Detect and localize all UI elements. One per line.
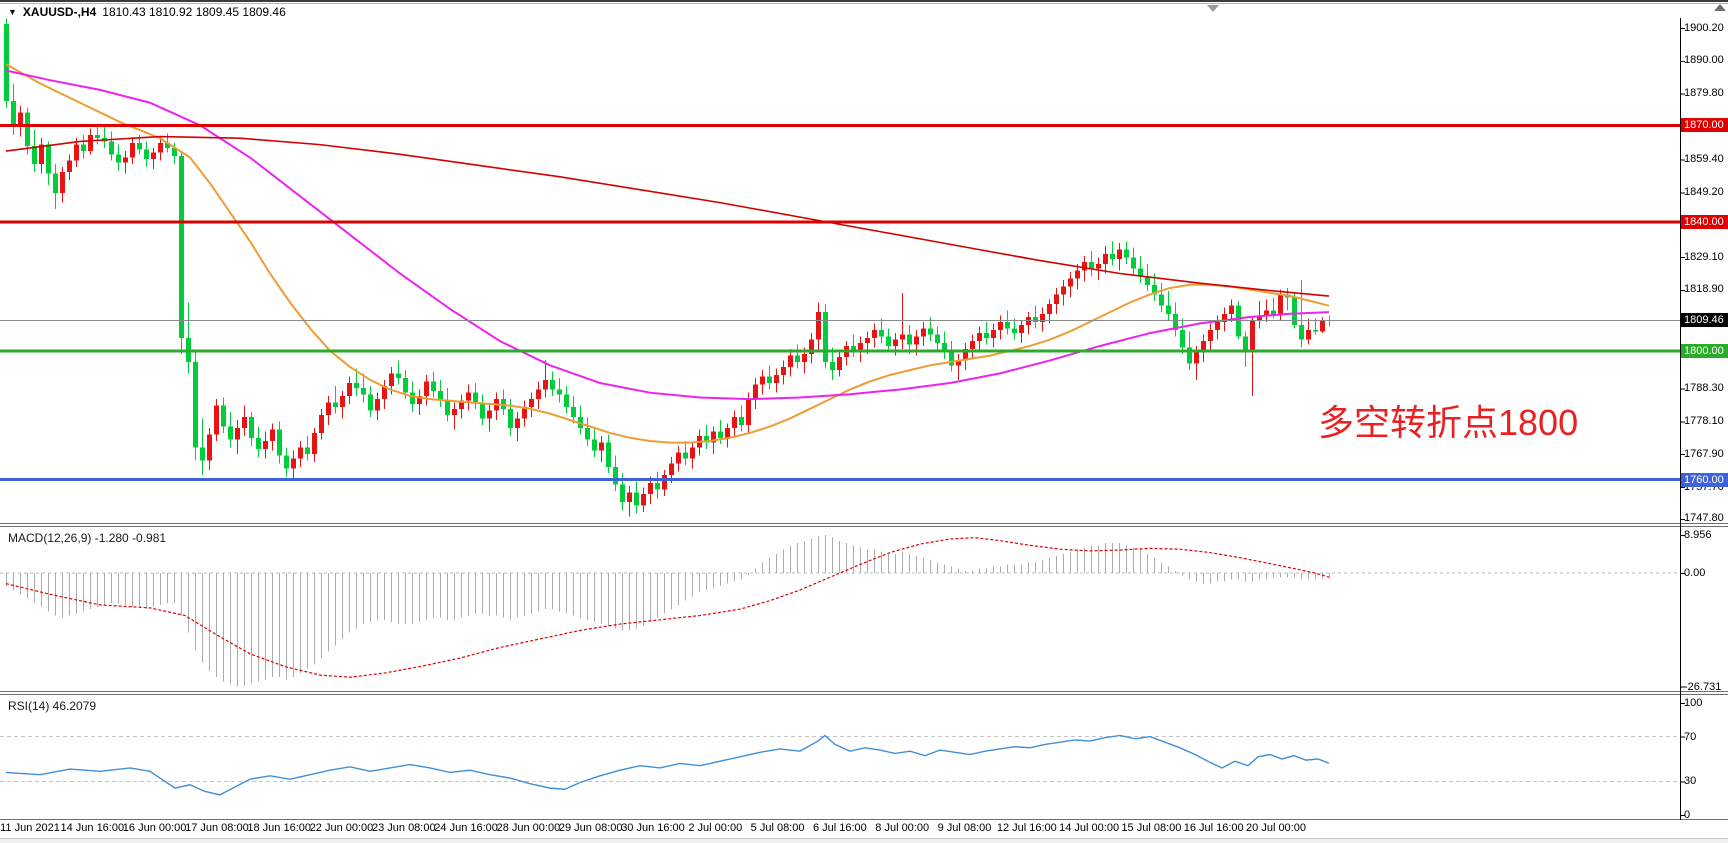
- date-tick-label: 23 Jun 08:00: [371, 822, 436, 834]
- date-tick-label: 6 Jul 16:00: [812, 822, 867, 834]
- date-tick-label: 11 Jun 2021: [0, 822, 60, 834]
- date-tick-label: 29 Jun 08:00: [558, 822, 623, 834]
- ma-slow-line: [5, 69, 1330, 401]
- date-tick-label: 24 Jun 16:00: [434, 822, 498, 834]
- axis-tick-marks: [1680, 28, 1685, 816]
- candles-layer: [4, 18, 1332, 517]
- price-level-badge: 1840.00: [1681, 214, 1728, 229]
- horizontal-levels-layer: [0, 123, 1680, 482]
- date-tick-label: 15 Jul 08:00: [1121, 822, 1182, 834]
- price-level-badge: 1870.00: [1681, 118, 1728, 133]
- macd-histogram: [6, 535, 1330, 687]
- price-tick-label: 1900.20: [1684, 21, 1724, 34]
- price-tick-label: 1859.40: [1684, 152, 1724, 165]
- symbol-dropdown-icon[interactable]: ▼: [8, 7, 17, 17]
- scroll-arrow-icon[interactable]: [1714, 4, 1726, 11]
- price-level-badge: 1809.46: [1681, 313, 1728, 328]
- date-tick-label: 5 Jul 08:00: [750, 822, 805, 834]
- price-level-badge: 1760.00: [1681, 472, 1728, 487]
- rsi-scale-label: 0: [1684, 809, 1691, 821]
- ohlc-values: 1810.43 1810.92 1809.45 1809.46: [102, 5, 286, 19]
- price-tick-label: 1778.10: [1684, 414, 1724, 427]
- chart-text-annotation[interactable]: 多空转折点1800: [1318, 402, 1579, 443]
- ma-fast-line: [5, 63, 1330, 444]
- chart-shift-marker-icon[interactable]: [1207, 5, 1219, 12]
- date-tick-label: 14 Jul 00:00: [1059, 822, 1120, 834]
- date-tick-label: 16 Jul 16:00: [1183, 822, 1244, 834]
- date-tick-label: 30 Jun 16:00: [621, 822, 685, 834]
- date-tick-label: 8 Jul 00:00: [875, 822, 930, 834]
- price-tick-label: 1767.90: [1684, 447, 1724, 460]
- date-tick-label: 28 Jun 00:00: [496, 822, 561, 834]
- date-tick-label: 16 Jun 00:00: [122, 822, 187, 834]
- symbol-timeframe-label: XAUUSD-,H4: [22, 5, 97, 19]
- macd-signal-line: [5, 537, 1330, 678]
- macd-scale-label: -26.731: [1684, 680, 1722, 693]
- rsi-scale-label: 30: [1684, 775, 1697, 788]
- price-tick-label: 1747.80: [1684, 512, 1724, 525]
- macd-indicator-label: MACD(12,26,9) -1.280 -0.981: [8, 531, 167, 545]
- date-tick-label: 18 Jun 16:00: [247, 822, 311, 834]
- date-tick-label: 20 Jul 00:00: [1246, 822, 1306, 834]
- macd-scale-label: 8.956: [1684, 528, 1712, 541]
- rsi-level-lines: [0, 736, 1680, 782]
- rsi-scale-label: 70: [1684, 730, 1697, 743]
- date-tick-label: 9 Jul 08:00: [937, 822, 992, 834]
- price-tick-label: 1829.10: [1684, 250, 1724, 263]
- price-tick-label: 1818.90: [1684, 283, 1724, 296]
- price-level-badge: 1800.00: [1681, 343, 1728, 358]
- window-bottom-strip: [0, 838, 1728, 843]
- macd-scale-label: 0.00: [1684, 567, 1706, 579]
- rsi-indicator-label: RSI(14) 46.2079: [8, 699, 97, 713]
- price-tick-label: 1879.80: [1684, 87, 1724, 100]
- ma-long-line: [5, 135, 1330, 297]
- rsi-scale-label: 100: [1684, 697, 1703, 709]
- chart-title-bar: ▼ XAUUSD-,H4 1810.43 1810.92 1809.45 180…: [8, 5, 286, 19]
- date-tick-label: 17 Jun 08:00: [185, 822, 249, 834]
- price-tick-label: 1849.20: [1684, 185, 1724, 198]
- date-tick-label: 22 Jun 00:00: [309, 822, 374, 834]
- price-tick-label: 1788.30: [1684, 381, 1724, 394]
- price-tick-label: 1890.00: [1684, 54, 1724, 67]
- date-tick-label: 14 Jun 16:00: [60, 822, 125, 834]
- date-tick-label: 12 Jul 16:00: [996, 822, 1057, 834]
- date-tick-label: 2 Jul 00:00: [688, 822, 743, 834]
- rsi-line: [5, 734, 1330, 796]
